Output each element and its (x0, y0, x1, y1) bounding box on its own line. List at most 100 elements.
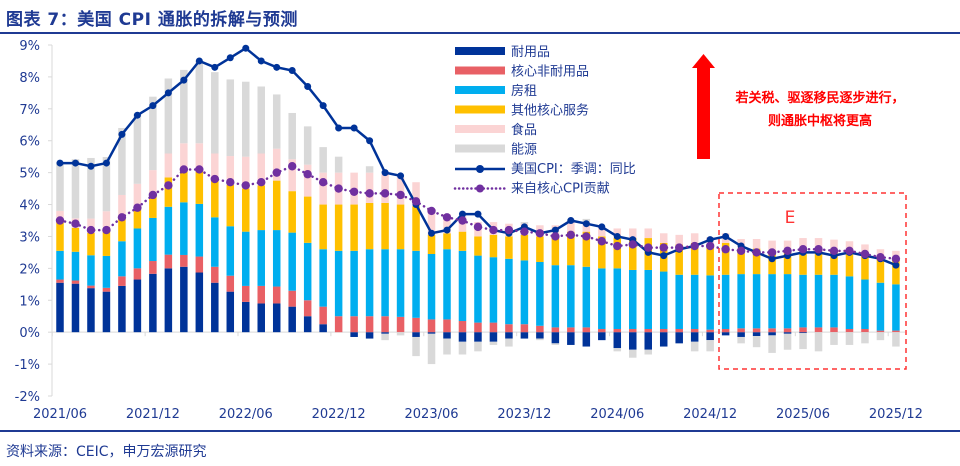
bar-segment (520, 332, 529, 339)
bar-segment (783, 274, 792, 329)
bar-segment (613, 348, 622, 352)
bar-segment (71, 280, 80, 284)
core-contribution-point (272, 168, 281, 177)
bar-segment (272, 230, 281, 287)
x-tick-label: 2024/06 (590, 407, 644, 422)
bar-segment (87, 255, 95, 286)
core-contribution-point (365, 189, 374, 198)
bar-segment (319, 306, 327, 325)
cpi-yoy-point (892, 261, 900, 269)
bar-segment (350, 316, 358, 333)
core-contribution-point (102, 225, 111, 235)
cpi-yoy-point (118, 130, 126, 138)
bar-segment (381, 202, 389, 250)
chart-title: 图表 7：美国 CPI 通胀的拆解与预测 (6, 10, 298, 30)
cpi-yoy-point (428, 229, 436, 237)
core-contribution-point (814, 245, 823, 254)
bar-segment (752, 248, 761, 275)
bar-segment (737, 328, 745, 333)
core-contribution-point (845, 246, 854, 256)
bar-segment (118, 276, 126, 286)
bar-segment (458, 250, 467, 322)
core-contribution-point (411, 197, 421, 206)
bar-segment (427, 333, 436, 365)
bar-segment (613, 328, 622, 333)
core-contribution-point (535, 229, 545, 238)
legend-swatch (455, 47, 505, 55)
bar-segment (242, 301, 250, 333)
bar-segment (536, 325, 544, 333)
bar-segment (598, 268, 606, 329)
bar-segment (118, 285, 126, 333)
bar-segment (303, 300, 312, 317)
estimate-box (718, 192, 907, 370)
bar-segment (211, 179, 219, 218)
bar-segment (706, 246, 714, 276)
cpi-yoy-point (164, 89, 172, 97)
bar-segment (242, 231, 250, 286)
up-arrow-head-icon (692, 54, 715, 68)
bar-segment (892, 260, 900, 285)
footer-divider (0, 430, 960, 432)
bar-segment (133, 228, 142, 269)
bar-segment (613, 238, 622, 269)
bar-segment (288, 191, 296, 233)
bar-segment (195, 272, 204, 333)
cpi-yoy-point (56, 159, 64, 167)
bar-segment (303, 164, 312, 197)
bar-segment (443, 214, 451, 234)
bar-segment (629, 269, 637, 329)
bar-segment (659, 328, 668, 333)
core-contribution-point (644, 243, 653, 252)
bar-segment (644, 349, 652, 355)
bar-segment (845, 328, 854, 333)
bar-segment (427, 210, 436, 235)
bar-segment (303, 126, 312, 165)
bar-segment (520, 234, 529, 261)
bar-segment (489, 234, 498, 258)
bar-segment (799, 238, 807, 250)
bar-segment (768, 274, 776, 329)
y-tick-label: 7% (19, 103, 40, 118)
lines-group (55, 44, 901, 269)
core-contribution-point (582, 232, 591, 241)
x-tick-label: 2021/12 (126, 407, 180, 422)
legend-label: 来自核心CPI贡献 (511, 182, 610, 197)
bar-segment (272, 286, 281, 304)
bar-segment (737, 332, 745, 337)
core-contribution-point (164, 181, 173, 190)
bar-segment (427, 319, 436, 333)
cpi-yoy-point (195, 57, 203, 65)
core-contribution-point (891, 254, 901, 263)
bar-segment (226, 79, 235, 157)
core-contribution-point (396, 190, 405, 200)
bar-segment (567, 222, 575, 232)
bar-segment (396, 316, 405, 333)
bar-segment (892, 284, 900, 331)
bar-segment (768, 335, 776, 353)
annotations: 若关税、驱逐移民逐步进行， 则通胀中枢将更高 E (692, 54, 907, 370)
y-tick-label: 3% (19, 230, 40, 245)
bar-segment (365, 172, 374, 203)
bar-segment (149, 170, 157, 195)
bar-segment (56, 220, 64, 251)
bar-segment (319, 324, 327, 333)
cpi-yoy-point (319, 102, 327, 110)
bar-segment (706, 329, 714, 333)
core-contribution-point (489, 225, 498, 235)
cpi-yoy-point (567, 217, 575, 224)
core-contribution-point (334, 184, 343, 193)
annotation-text: 则通胀中枢将更高 (768, 113, 872, 129)
bar-segment (536, 338, 544, 341)
bar-segment (87, 288, 95, 333)
bar-segment (427, 332, 436, 334)
bar-segment (752, 274, 761, 329)
legend-swatch (455, 86, 505, 94)
bar-segment (644, 269, 652, 329)
bar-segment (876, 282, 885, 331)
bar-segment (195, 60, 204, 144)
core-contribution-point (752, 248, 761, 257)
bar-segment (598, 332, 606, 341)
bar-segment (133, 268, 142, 280)
cpi-yoy-point (257, 57, 265, 65)
